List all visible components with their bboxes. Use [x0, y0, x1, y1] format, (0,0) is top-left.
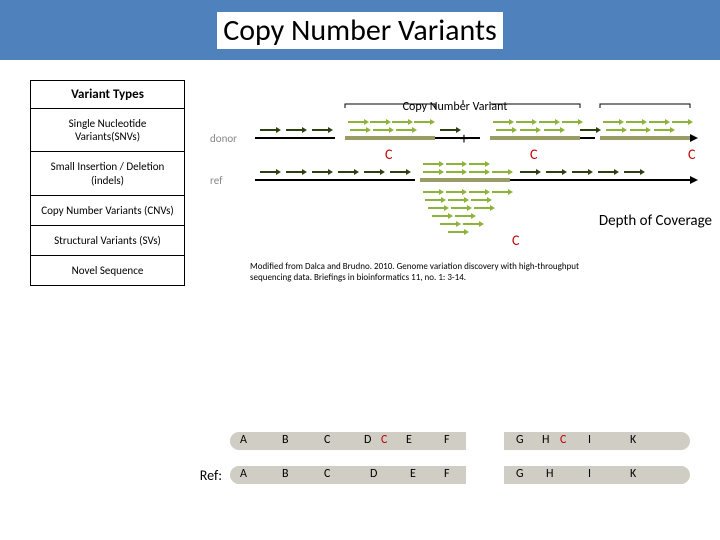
- c-label-1: C: [385, 146, 392, 163]
- track-letter-k: K: [630, 433, 636, 447]
- sidebar-item-indels[interactable]: Small Insertion / Deletion (indels): [30, 152, 185, 195]
- citation-text: Modified from Dalca and Brudno. 2010. Ge…: [250, 262, 580, 284]
- track-letter-d: D: [364, 433, 371, 447]
- c-label-4: C: [512, 232, 519, 249]
- track-letter-c: C: [324, 433, 330, 447]
- track-letter-k: K: [630, 467, 636, 481]
- track-letter-e: E: [406, 433, 412, 447]
- page-title: Copy Number Variants: [217, 12, 503, 49]
- track-letter-b: B: [282, 433, 289, 447]
- depth-coverage-label: Depth of Coverage: [599, 212, 712, 230]
- track-letter-c: C: [324, 467, 330, 481]
- track-letter-a: A: [240, 433, 247, 447]
- sidebar-item-cnv[interactable]: Copy Number Variants (CNVs): [30, 196, 185, 226]
- bottom-tracks: ABCDCEFGHCIK Ref: ABCDEFGHIK: [190, 430, 690, 498]
- sidebar-item-sv[interactable]: Structural Variants (SVs): [30, 226, 185, 256]
- c-label-3: C: [688, 146, 695, 163]
- track-letter-g: G: [516, 433, 524, 447]
- variant-types-sidebar: Variant Types Single Nucleotide Variants…: [30, 80, 185, 286]
- title-bar: Copy Number Variants: [0, 0, 720, 60]
- track-letter-f: F: [444, 467, 450, 481]
- c-label-2: C: [530, 146, 537, 163]
- track-letter-a: A: [240, 467, 247, 481]
- track-letter-i: I: [588, 433, 591, 447]
- sample-track: ABCDCEFGHCIK: [230, 432, 690, 450]
- track-letter-h: H: [546, 467, 553, 481]
- track-letter-d: D: [370, 467, 377, 481]
- track-letter-i: I: [588, 467, 591, 481]
- track-letter-h: H: [542, 433, 549, 447]
- svg-text:donor: donor: [210, 132, 237, 145]
- track-letter-c: C: [381, 433, 387, 447]
- sidebar-header: Variant Types: [30, 80, 185, 109]
- ref-prefix: Ref:: [190, 467, 230, 484]
- track-letter-b: B: [282, 467, 289, 481]
- cnv-diagram: Copy Number Variant +: [210, 100, 700, 116]
- track-letter-e: E: [410, 467, 416, 481]
- track-letter-c: C: [560, 433, 566, 447]
- track-letter-g: G: [516, 467, 524, 481]
- cnv-svg: +: [210, 100, 700, 260]
- sidebar-item-novel[interactable]: Novel Sequence: [30, 256, 185, 286]
- svg-text:ref: ref: [210, 174, 223, 187]
- sidebar-item-snv[interactable]: Single Nucleotide Variants(SNVs): [30, 109, 185, 152]
- ref-track: ABCDEFGHIK: [230, 466, 690, 484]
- svg-text:+: +: [460, 130, 468, 149]
- track-letter-f: F: [444, 433, 450, 447]
